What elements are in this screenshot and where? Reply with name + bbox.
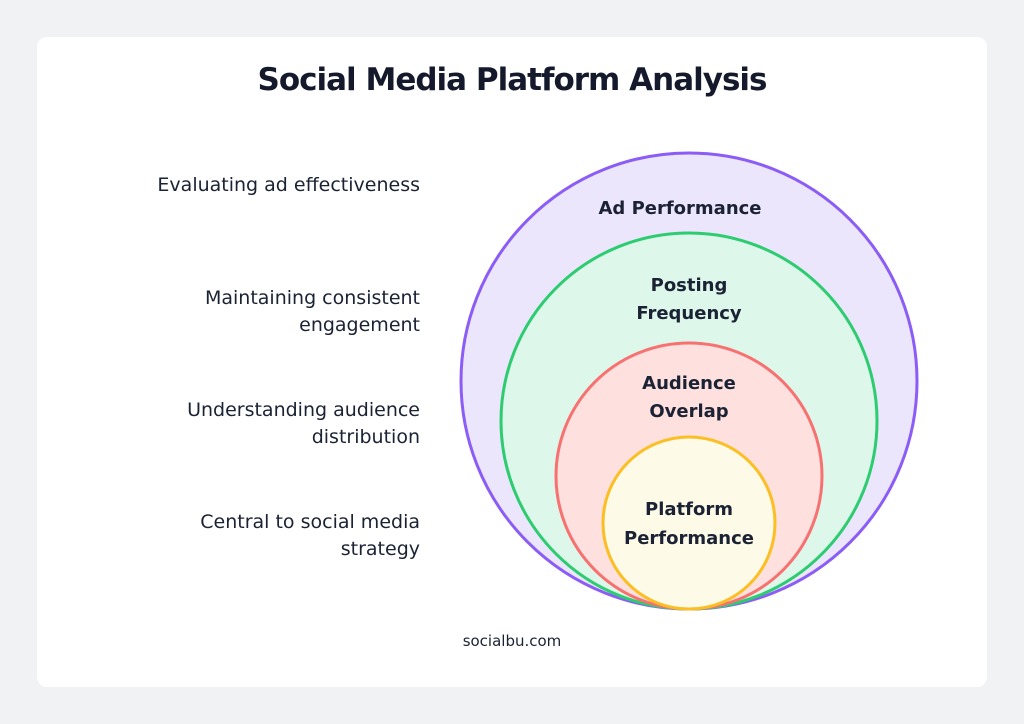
label-posting-frequency-2: Frequency (636, 303, 742, 324)
label-audience-overlap-1: Audience (642, 373, 736, 394)
label-platform-performance-2: Performance (624, 528, 754, 549)
label-audience-overlap-2: Overlap (649, 401, 728, 422)
label-posting-frequency-1: Posting (651, 275, 728, 296)
label-platform-performance-1: Platform (645, 499, 733, 520)
footer-source: socialbu.com (462, 632, 562, 650)
description-audience-overlap: Understanding audience distribution (187, 399, 420, 448)
description-ad-performance: Evaluating ad effectiveness (157, 174, 420, 196)
page-title: Social Media Platform Analysis (257, 62, 768, 98)
description-platform-performance: Central to social media strategy (200, 511, 420, 560)
circle-platform-performance (601, 435, 777, 611)
description-posting-frequency: Maintaining consistent engagement (204, 287, 420, 336)
label-ad-performance: Ad Performance (598, 198, 761, 219)
